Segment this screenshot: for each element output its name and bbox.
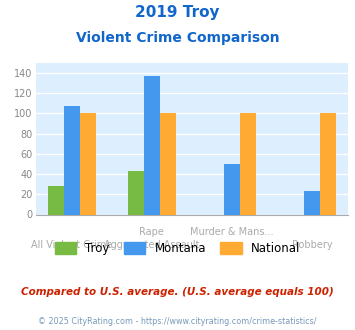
Text: 2019 Troy: 2019 Troy xyxy=(135,5,220,20)
Bar xyxy=(127,171,144,214)
Bar xyxy=(160,113,176,214)
Bar xyxy=(48,186,64,214)
Text: Rape: Rape xyxy=(139,227,164,237)
Bar xyxy=(304,191,320,214)
Bar xyxy=(224,164,240,214)
Text: Robbery: Robbery xyxy=(291,240,332,249)
Text: Compared to U.S. average. (U.S. average equals 100): Compared to U.S. average. (U.S. average … xyxy=(21,287,334,297)
Bar xyxy=(320,113,336,214)
Text: Violent Crime Comparison: Violent Crime Comparison xyxy=(76,31,279,45)
Text: © 2025 CityRating.com - https://www.cityrating.com/crime-statistics/: © 2025 CityRating.com - https://www.city… xyxy=(38,317,317,326)
Bar xyxy=(64,106,80,214)
Legend: Troy, Montana, National: Troy, Montana, National xyxy=(50,237,305,260)
Text: Aggravated Assault: Aggravated Assault xyxy=(104,240,200,249)
Bar xyxy=(144,76,160,215)
Text: Murder & Mans...: Murder & Mans... xyxy=(190,227,273,237)
Bar xyxy=(80,113,95,214)
Text: All Violent Crime: All Violent Crime xyxy=(31,240,112,249)
Bar xyxy=(240,113,256,214)
